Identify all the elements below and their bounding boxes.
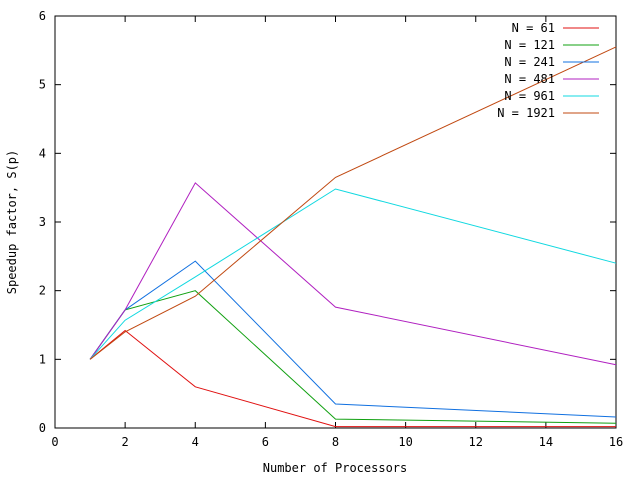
y-tick-label: 0	[39, 421, 46, 435]
x-axis-label: Number of Processors	[263, 461, 408, 475]
y-axis-ticks: 0 1 2 3 4 5 6	[39, 9, 616, 435]
legend: N = 61 N = 121 N = 241 N = 481 N = 961 N = 19…	[497, 21, 599, 120]
series-line	[89, 260, 617, 418]
y-tick-label: 1	[39, 352, 46, 366]
x-tick-label: 10	[398, 435, 412, 449]
legend-label: N = 481	[504, 72, 555, 86]
series-line	[89, 182, 617, 366]
legend-label: N = 61	[512, 21, 555, 35]
x-tick-label: 6	[262, 435, 269, 449]
legend-label: N = 961	[504, 89, 555, 103]
x-tick-label: 12	[469, 435, 483, 449]
x-tick-label: 0	[51, 435, 58, 449]
y-tick-label: 4	[39, 146, 46, 160]
y-tick-label: 6	[39, 9, 46, 23]
series-lines	[89, 46, 617, 428]
y-tick-label: 5	[39, 78, 46, 92]
y-tick-label: 2	[39, 284, 46, 298]
x-axis-ticks: 0 2 4 6 8 10 12 14 16	[51, 16, 623, 449]
x-tick-label: 14	[539, 435, 553, 449]
x-tick-label: 8	[332, 435, 339, 449]
series-line	[89, 329, 616, 428]
x-tick-label: 2	[122, 435, 129, 449]
series-line	[89, 188, 617, 360]
legend-label: N = 1921	[497, 106, 555, 120]
y-axis-label: Speedup factor, S(p)	[5, 150, 19, 295]
legend-label: N = 241	[504, 55, 555, 69]
x-tick-label: 4	[192, 435, 199, 449]
legend-label: N = 121	[504, 38, 555, 52]
x-tick-label: 16	[609, 435, 623, 449]
y-tick-label: 3	[39, 215, 46, 229]
